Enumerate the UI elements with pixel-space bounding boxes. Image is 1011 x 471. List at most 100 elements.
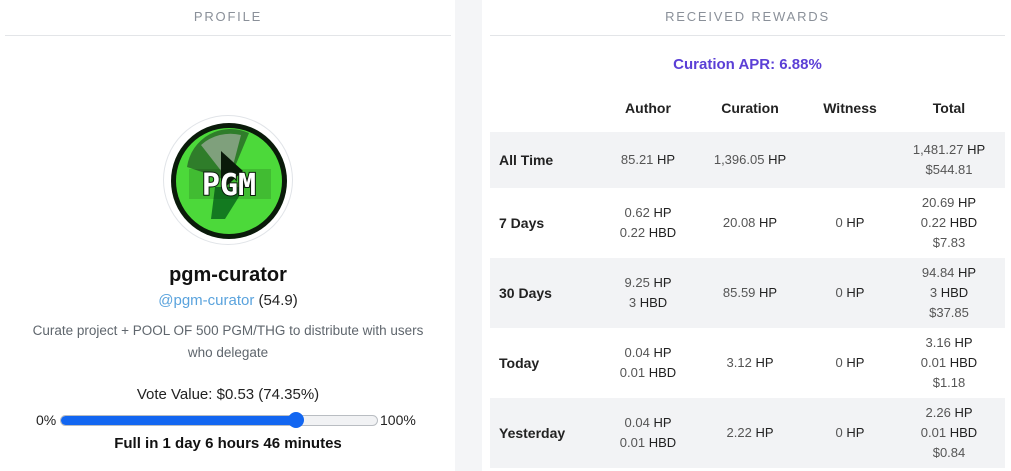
value-unit: HBD [648, 435, 677, 450]
row-label: Today [499, 355, 540, 371]
value-line: 0.04 HP [586, 343, 710, 363]
curation-apr: Curation APR: 6.88% [673, 56, 822, 73]
profile-username: pgm-curator [169, 264, 287, 286]
value-number: $37.85 [929, 305, 969, 320]
value-line: 0 HP [810, 353, 890, 373]
value-line: 3 HBD [586, 293, 710, 313]
value-number: 0.01 [920, 425, 947, 440]
pgm-logo-icon: PGM [171, 123, 287, 239]
curation-cell: 3.12 HP [700, 328, 800, 398]
value-line: 2.26 HP [900, 403, 998, 423]
col-header-witness: Witness [823, 100, 877, 116]
value-number: 0.01 [920, 355, 947, 370]
value-number: 2.22 [726, 425, 752, 440]
value-unit: HP [846, 355, 865, 370]
value-number: 0.04 [624, 345, 650, 360]
value-line: 0.62 HP [586, 203, 710, 223]
value-unit: HBD [949, 215, 978, 230]
avatar-text: PGM [202, 168, 256, 203]
author-cell: 0.04 HP 0.01 HBD [586, 328, 710, 398]
value-number: 0 [835, 215, 843, 230]
value-number: 0.01 [619, 435, 646, 450]
curation-cell: 20.08 HP [700, 188, 800, 258]
row-label: 7 Days [499, 215, 545, 231]
voting-power-slider[interactable] [60, 415, 378, 426]
value-unit: HP [846, 285, 865, 300]
profile-handle-line: @pgm-curator (54.9) [5, 292, 451, 309]
total-cell: 94.84 HP 3 HBD $37.85 [900, 258, 998, 328]
voting-power-slider-thumb[interactable] [288, 412, 305, 428]
value-number: 2.26 [925, 405, 951, 420]
value-line: 3.16 HP [900, 333, 998, 353]
value-line: 0.22 HBD [900, 213, 998, 233]
value-unit: HBD [648, 225, 677, 240]
value-number: $7.83 [932, 235, 966, 250]
value-number: 1,481.27 [912, 142, 964, 157]
value-line: 1,396.05 HP [700, 150, 800, 170]
vote-value: Vote Value: $0.53 (74.35%) [136, 386, 320, 403]
value-line: 94.84 HP [900, 263, 998, 283]
value-number: 0.62 [624, 205, 650, 220]
rewards-panel [482, 0, 1011, 471]
recharge-time: Full in 1 day 6 hours 46 minutes [114, 435, 342, 452]
table-row: 30 Days 9.25 HP 3 HBD 85.59 HP 0 HP 94.84 HP 3… [490, 258, 1005, 328]
value-number: 94.84 [921, 265, 955, 280]
value-unit: HP [958, 195, 977, 210]
value-line: 0.22 HBD [586, 223, 710, 243]
value-number: 0 [835, 425, 843, 440]
witness-cell: 0 HP [810, 258, 890, 328]
value-number: 9.25 [624, 275, 650, 290]
panel-gap [455, 0, 482, 471]
value-line: 0 HP [810, 213, 890, 233]
author-cell: 9.25 HP 3 HBD [586, 258, 710, 328]
value-number: 0.04 [624, 415, 650, 430]
value-line: 0.04 HP [586, 413, 710, 433]
value-line: 9.25 HP [586, 273, 710, 293]
value-number: 20.08 [722, 215, 756, 230]
value-number: 3 [929, 285, 938, 300]
value-unit: HP [954, 405, 973, 420]
profile-handle-link[interactable]: @pgm-curator [158, 292, 255, 309]
value-unit: HBD [949, 355, 978, 370]
reputation-score: (54.9) [258, 292, 298, 309]
value-line: $37.85 [900, 303, 998, 323]
value-line: 1,481.27 HP [900, 140, 998, 160]
witness-cell: 0 HP [810, 328, 890, 398]
value-line: 3 HBD [900, 283, 998, 303]
value-unit: HP [653, 275, 672, 290]
value-line: 0.01 HBD [900, 423, 998, 443]
witness-cell [810, 132, 890, 188]
value-line: 85.59 HP [700, 283, 800, 303]
value-number: 3.12 [726, 355, 752, 370]
slider-min-label: 0% [36, 412, 57, 428]
value-number: 0.22 [920, 215, 947, 230]
value-line: 85.21 HP [586, 150, 710, 170]
value-unit: HP [954, 335, 973, 350]
value-number: 1,396.05 [713, 152, 765, 167]
value-unit: HBD [648, 365, 677, 380]
value-number: 0.01 [619, 365, 646, 380]
table-row: Yesterday 0.04 HP 0.01 HBD 2.22 HP 0 HP 2.26 … [490, 398, 1005, 468]
value-unit: HP [653, 205, 672, 220]
value-number: 3 [628, 295, 637, 310]
value-unit: HBD [940, 285, 969, 300]
avatar[interactable]: PGM [163, 115, 293, 245]
value-unit: HP [755, 355, 774, 370]
value-line: 0 HP [810, 283, 890, 303]
slider-max-label: 100% [380, 412, 416, 428]
value-unit: HP [759, 285, 778, 300]
value-unit: HP [846, 425, 865, 440]
voting-power-fill [61, 416, 296, 425]
value-line: 20.08 HP [700, 213, 800, 233]
witness-cell: 0 HP [810, 398, 890, 468]
profile-about: Curate project + POOL OF 500 PGM/THG to … [32, 323, 424, 360]
value-number: $0.84 [932, 445, 966, 460]
value-line: $7.83 [900, 233, 998, 253]
author-cell: 85.21 HP [586, 132, 710, 188]
curation-cell: 1,396.05 HP [700, 132, 800, 188]
value-unit: HP [653, 415, 672, 430]
value-line: $544.81 [900, 160, 998, 180]
author-cell: 0.62 HP 0.22 HBD [586, 188, 710, 258]
value-number: 20.69 [921, 195, 955, 210]
value-number: 85.59 [722, 285, 756, 300]
